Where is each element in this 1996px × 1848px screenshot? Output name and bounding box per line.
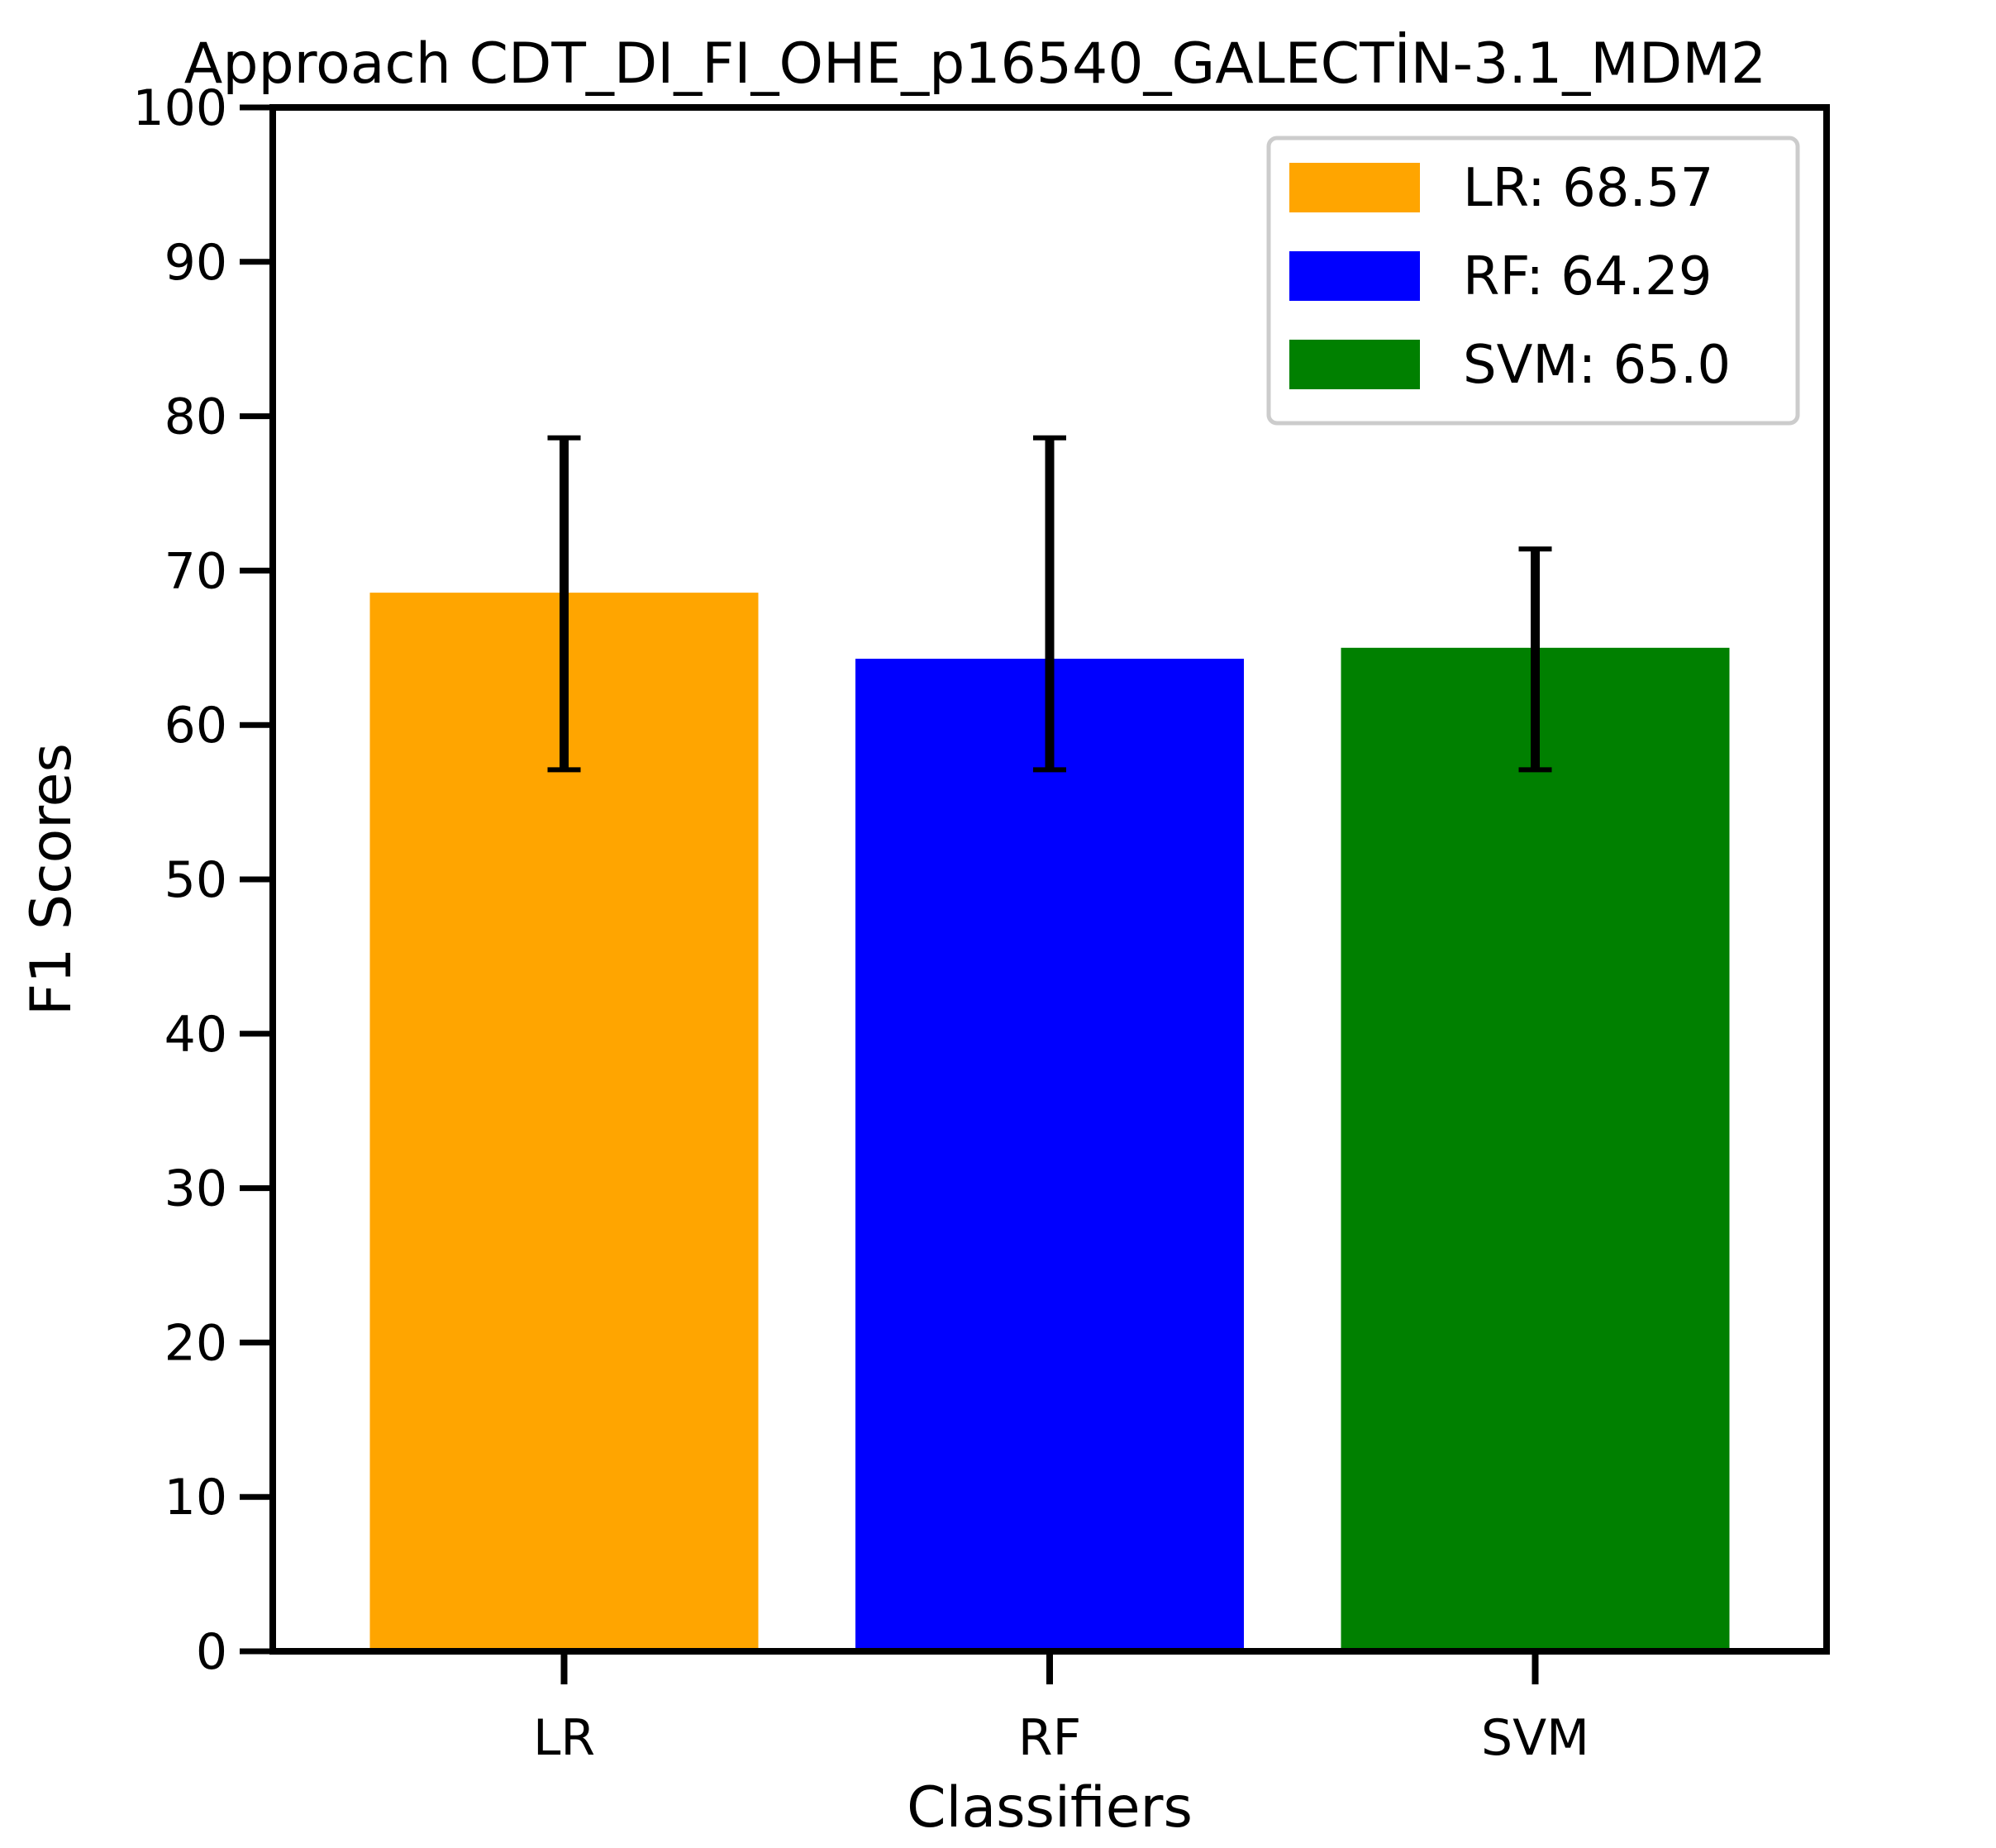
x-axis-label: Classifiers: [907, 1775, 1193, 1841]
y-tick-label: 40: [164, 1006, 227, 1064]
x-tick-label: SVM: [1481, 1709, 1589, 1767]
y-tick-label: 80: [164, 388, 227, 446]
y-tick-label: 10: [164, 1469, 227, 1527]
y-tick-label: 70: [164, 542, 227, 600]
y-tick-label: 100: [132, 79, 227, 137]
y-tick-label: 30: [164, 1160, 227, 1218]
y-tick-label: 90: [164, 234, 227, 292]
bar-svm: [1341, 647, 1730, 1651]
legend: LR: 68.57 RF: 64.29 SVM: 65.0: [1266, 136, 1800, 426]
error-bar-lr: [547, 435, 581, 773]
x-tick-label: LR: [533, 1709, 595, 1767]
y-tick-label: 20: [164, 1314, 227, 1372]
legend-entry-label: RF: 64.29: [1463, 246, 1712, 307]
plot-frame: [269, 104, 1830, 1655]
x-axis: LR RF SVM: [533, 1651, 1589, 1767]
y-axis-label: F1 Scores: [19, 743, 84, 1016]
legend-swatch: [1289, 251, 1420, 301]
y-tick-label: 0: [196, 1623, 227, 1681]
y-tick-label: 50: [164, 851, 227, 909]
x-tick-label: RF: [1018, 1709, 1081, 1767]
error-bar-svm: [1518, 546, 1552, 773]
legend-entry-label: LR: 68.57: [1463, 158, 1713, 219]
y-tick-label: 60: [164, 697, 227, 755]
plot-area: [369, 435, 1730, 1652]
y-axis: 0 10 20 30 40 50 60 70 80 90 100: [132, 79, 273, 1681]
legend-swatch: [1289, 163, 1420, 212]
legend-entry-label: SVM: 65.0: [1463, 335, 1731, 396]
legend-swatch: [1289, 340, 1420, 389]
chart-title: Approach CDT_DI_FI_OHE_p16540_GALECTİN-3…: [184, 31, 1766, 97]
bar-rf: [855, 659, 1244, 1652]
error-bar-rf: [1033, 435, 1066, 773]
